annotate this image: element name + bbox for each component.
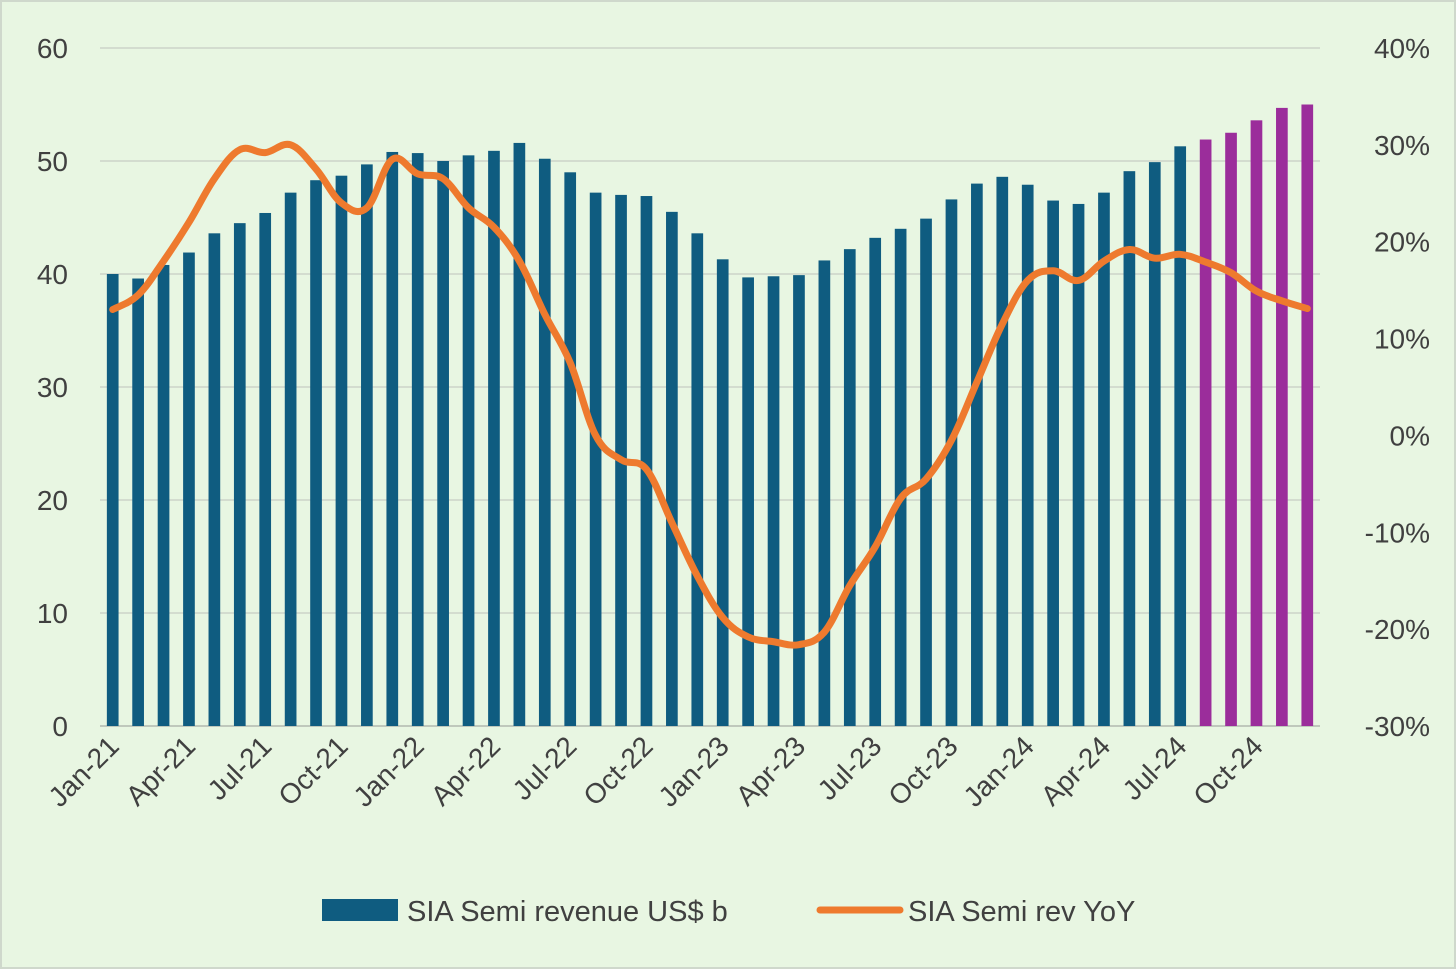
left-tick-label: 50 <box>37 146 68 177</box>
left-tick-label: 20 <box>37 485 68 516</box>
bar-Apr-24 <box>1098 192 1110 726</box>
right-tick-label: 40% <box>1374 33 1430 64</box>
bar-Jul-23 <box>869 237 882 726</box>
bar-Aug-21 <box>284 192 297 726</box>
bar-Sep-24 <box>1225 132 1237 726</box>
right-tick-label: 30% <box>1374 130 1430 161</box>
bar-Jun-22 <box>538 158 551 727</box>
left-tick-label: 0 <box>52 711 68 742</box>
x-tick-label: Oct-22 <box>577 730 658 811</box>
bar-Mar-23 <box>767 276 780 726</box>
bar-Apr-21 <box>183 252 195 726</box>
x-tick-label: Jul-21 <box>202 730 278 806</box>
bar-Feb-23 <box>742 277 754 726</box>
left-tick-label: 40 <box>37 259 68 290</box>
bar-Dec-23 <box>996 176 1009 726</box>
x-tick-label: Jul-22 <box>507 730 583 806</box>
bar-Nov-21 <box>361 164 373 726</box>
x-tick-label: Apr-21 <box>120 730 201 811</box>
x-tick-label: Oct-24 <box>1187 730 1268 811</box>
bar-Sep-21 <box>310 180 322 726</box>
x-tick-label: Oct-21 <box>272 730 353 811</box>
yoy-line <box>109 140 1311 649</box>
right-tick-label: -30% <box>1365 711 1430 742</box>
left-tick-label: 60 <box>37 33 68 64</box>
left-tick-label: 30 <box>37 372 68 403</box>
bar-Feb-22 <box>437 161 449 726</box>
yoy-line-path <box>109 140 1311 649</box>
bar-Feb-24 <box>1047 200 1059 727</box>
bar-Oct-23 <box>945 199 958 727</box>
right-tick-label: 10% <box>1374 324 1430 355</box>
bar-Sep-23 <box>920 218 932 726</box>
x-tick-label: Jan-24 <box>957 730 1039 812</box>
x-tick-label: Apr-24 <box>1035 730 1116 811</box>
x-tick-label: Jul-24 <box>1117 730 1193 806</box>
bar-Oct-22 <box>640 196 653 726</box>
bar-Jul-22 <box>564 172 577 727</box>
bar-Aug-22 <box>589 192 602 726</box>
bar-Jan-21 <box>106 274 119 726</box>
bar-May-24 <box>1123 171 1136 727</box>
right-tick-label: 20% <box>1374 227 1430 258</box>
bar-Apr-23 <box>793 275 805 726</box>
x-tick-label: Apr-22 <box>425 730 506 811</box>
bar-Oct-21 <box>335 175 348 726</box>
bar-Dec-22 <box>691 233 704 726</box>
bar-Dec-24 <box>1301 104 1314 726</box>
legend: SIA Semi revenue US$ b SIA Semi rev YoY <box>322 896 1135 928</box>
bar-Jun-23 <box>843 249 856 726</box>
bar-Nov-22 <box>666 211 678 727</box>
right-tick-label: -20% <box>1365 614 1430 645</box>
right-axis-tick-labels: -30% -20% -10% 0% 10% 20% 30% 40% <box>1365 33 1430 742</box>
bar-May-21 <box>208 233 221 726</box>
bar-Aug-23 <box>894 228 907 727</box>
legend-line-label: SIA Semi rev YoY <box>908 896 1135 928</box>
x-tick-label: Jul-23 <box>812 730 888 806</box>
x-tick-label: Jan-21 <box>42 730 124 812</box>
bar-Jan-23 <box>716 259 729 726</box>
bar-Jan-24 <box>1021 184 1034 727</box>
x-tick-label: Jan-23 <box>652 730 734 812</box>
bar-Jun-21 <box>233 223 246 726</box>
left-tick-label: 10 <box>37 598 68 629</box>
bar-Dec-21 <box>386 151 399 726</box>
bar-Nov-24 <box>1276 107 1288 726</box>
legend-bar-label: SIA Semi revenue US$ b <box>407 896 728 928</box>
legend-bar-swatch <box>322 899 398 921</box>
gridlines <box>100 47 1320 727</box>
bar-Jul-21 <box>259 212 272 727</box>
bar-May-23 <box>818 260 831 726</box>
bar-May-22 <box>513 142 526 727</box>
x-tick-label: Oct-23 <box>882 730 963 811</box>
bar-Oct-24 <box>1250 120 1263 726</box>
bar-Mar-22 <box>462 155 475 727</box>
right-tick-label: -10% <box>1365 517 1430 548</box>
bar-Jun-24 <box>1148 162 1161 726</box>
bar-Mar-21 <box>157 264 170 726</box>
revenue-bars <box>106 104 1314 727</box>
bar-Jul-24 <box>1174 146 1187 726</box>
bar-Nov-23 <box>971 183 983 727</box>
right-tick-label: 0% <box>1390 420 1430 451</box>
bar-Aug-24 <box>1199 139 1212 726</box>
x-tick-label: Apr-23 <box>730 730 811 811</box>
x-tick-label: Jan-22 <box>347 730 429 812</box>
left-axis-tick-labels: 0 10 20 30 40 50 60 <box>37 33 68 742</box>
bar-Feb-21 <box>132 278 144 726</box>
bar-Jan-22 <box>411 153 424 727</box>
bar-Apr-22 <box>488 150 500 726</box>
bar-Mar-24 <box>1072 203 1085 726</box>
